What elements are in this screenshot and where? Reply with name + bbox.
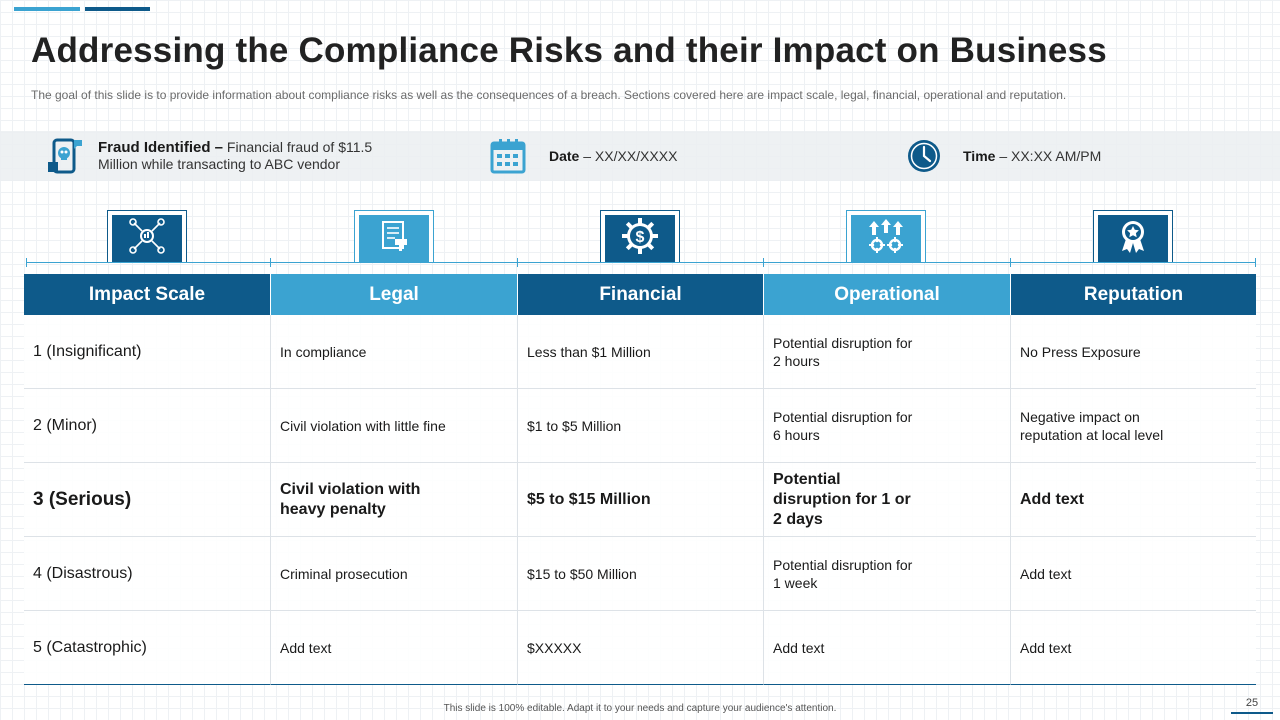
fraud-info: Fraud Identified – Financial fraud of $1…: [46, 131, 408, 181]
network-hub-icon: [128, 217, 166, 260]
impact-scale-icon-box: [107, 210, 187, 262]
phone-skull-icon: [46, 136, 86, 176]
dollar-gear-icon: $: [621, 217, 659, 260]
header-operational: Operational: [763, 274, 1010, 315]
table-cell: In compliance: [270, 315, 517, 389]
table-cell: $XXXXX: [517, 611, 763, 685]
table-cell: $5 to $15 Million: [517, 463, 763, 537]
table-cell: 3 (Serious): [24, 463, 270, 537]
table-cell: Potential disruption for 1 or 2 days: [763, 463, 1010, 537]
table-cell: 4 (Disastrous): [24, 537, 270, 611]
timeline-tick: [763, 258, 764, 267]
timeline-tick: [270, 258, 271, 267]
timeline-line: [26, 262, 1256, 263]
legal-icon-box: [354, 210, 434, 262]
page-number: 25: [1231, 697, 1273, 714]
table-cell: Add text: [1010, 463, 1256, 537]
document-gavel-icon: [375, 217, 413, 260]
table-cell: $15 to $50 Million: [517, 537, 763, 611]
table-cell: Potential disruption for 2 hours: [763, 315, 1010, 389]
table-cell: Civil violation with little fine: [270, 389, 517, 463]
fraud-text: Fraud Identified – Financial fraud of $1…: [98, 139, 408, 173]
table-cell: No Press Exposure: [1010, 315, 1256, 389]
header-impact-scale: Impact Scale: [24, 274, 270, 315]
table-cell: Add text: [1010, 537, 1256, 611]
clock-icon: [904, 136, 944, 176]
table-cell: Less than $1 Million: [517, 315, 763, 389]
timeline-tick: [517, 258, 518, 267]
header-financial: Financial: [517, 274, 763, 315]
financial-icon-box: $: [600, 210, 680, 262]
table-cell: 1 (Insignificant): [24, 315, 270, 389]
table-cell: Add text: [1010, 611, 1256, 685]
award-ribbon-icon: [1114, 217, 1152, 260]
table-cell: 2 (Minor): [24, 389, 270, 463]
table-cell: $1 to $5 Million: [517, 389, 763, 463]
date-value: – XX/XX/XXXX: [579, 147, 678, 164]
timeline-tick: [1255, 258, 1256, 267]
table-cell: 5 (Catastrophic): [24, 611, 270, 685]
date-label: Date: [549, 147, 580, 164]
impact-table: Impact Scale Legal Financial Operational…: [24, 274, 1256, 685]
table-cell: Negative impact on reputation at local l…: [1010, 389, 1256, 463]
time-info: Time – XX:XX AM/PM: [904, 131, 1101, 181]
footer-note: This slide is 100% editable. Adapt it to…: [443, 703, 837, 714]
table-cell: Potential disruption for 6 hours: [763, 389, 1010, 463]
time-text: Time – XX:XX AM/PM: [963, 148, 1101, 165]
date-text: Date – XX/XX/XXXX: [549, 148, 677, 165]
slide-subtitle: The goal of this slide is to provide inf…: [31, 88, 1067, 102]
incident-info-band: Fraud Identified – Financial fraud of $1…: [0, 131, 1280, 181]
slide-title: Addressing the Compliance Risks and thei…: [31, 31, 1107, 70]
table-cell: Add text: [270, 611, 517, 685]
time-label: Time: [963, 147, 996, 164]
table-cell: Add text: [763, 611, 1010, 685]
accent-bar-light: [14, 7, 80, 11]
gears-arrows-icon: [866, 217, 906, 260]
header-reputation: Reputation: [1010, 274, 1256, 315]
svg-text:$: $: [636, 229, 645, 246]
time-value: – XX:XX AM/PM: [995, 147, 1102, 164]
accent-bar-dark: [85, 7, 150, 11]
calendar-icon: [488, 136, 528, 176]
table-cell: Criminal prosecution: [270, 537, 517, 611]
table-cell: Civil violation with heavy penalty: [270, 463, 517, 537]
date-info: Date – XX/XX/XXXX: [488, 131, 677, 181]
reputation-icon-box: [1093, 210, 1173, 262]
operational-icon-box: [846, 210, 926, 262]
fraud-label: Fraud Identified –: [98, 139, 224, 156]
header-legal: Legal: [270, 274, 517, 315]
table-cell: Potential disruption for 1 week: [763, 537, 1010, 611]
timeline-tick: [1010, 258, 1011, 267]
timeline-tick: [26, 258, 27, 267]
fraud-description: Financial fraud of $11.5 Million while t…: [98, 139, 373, 172]
